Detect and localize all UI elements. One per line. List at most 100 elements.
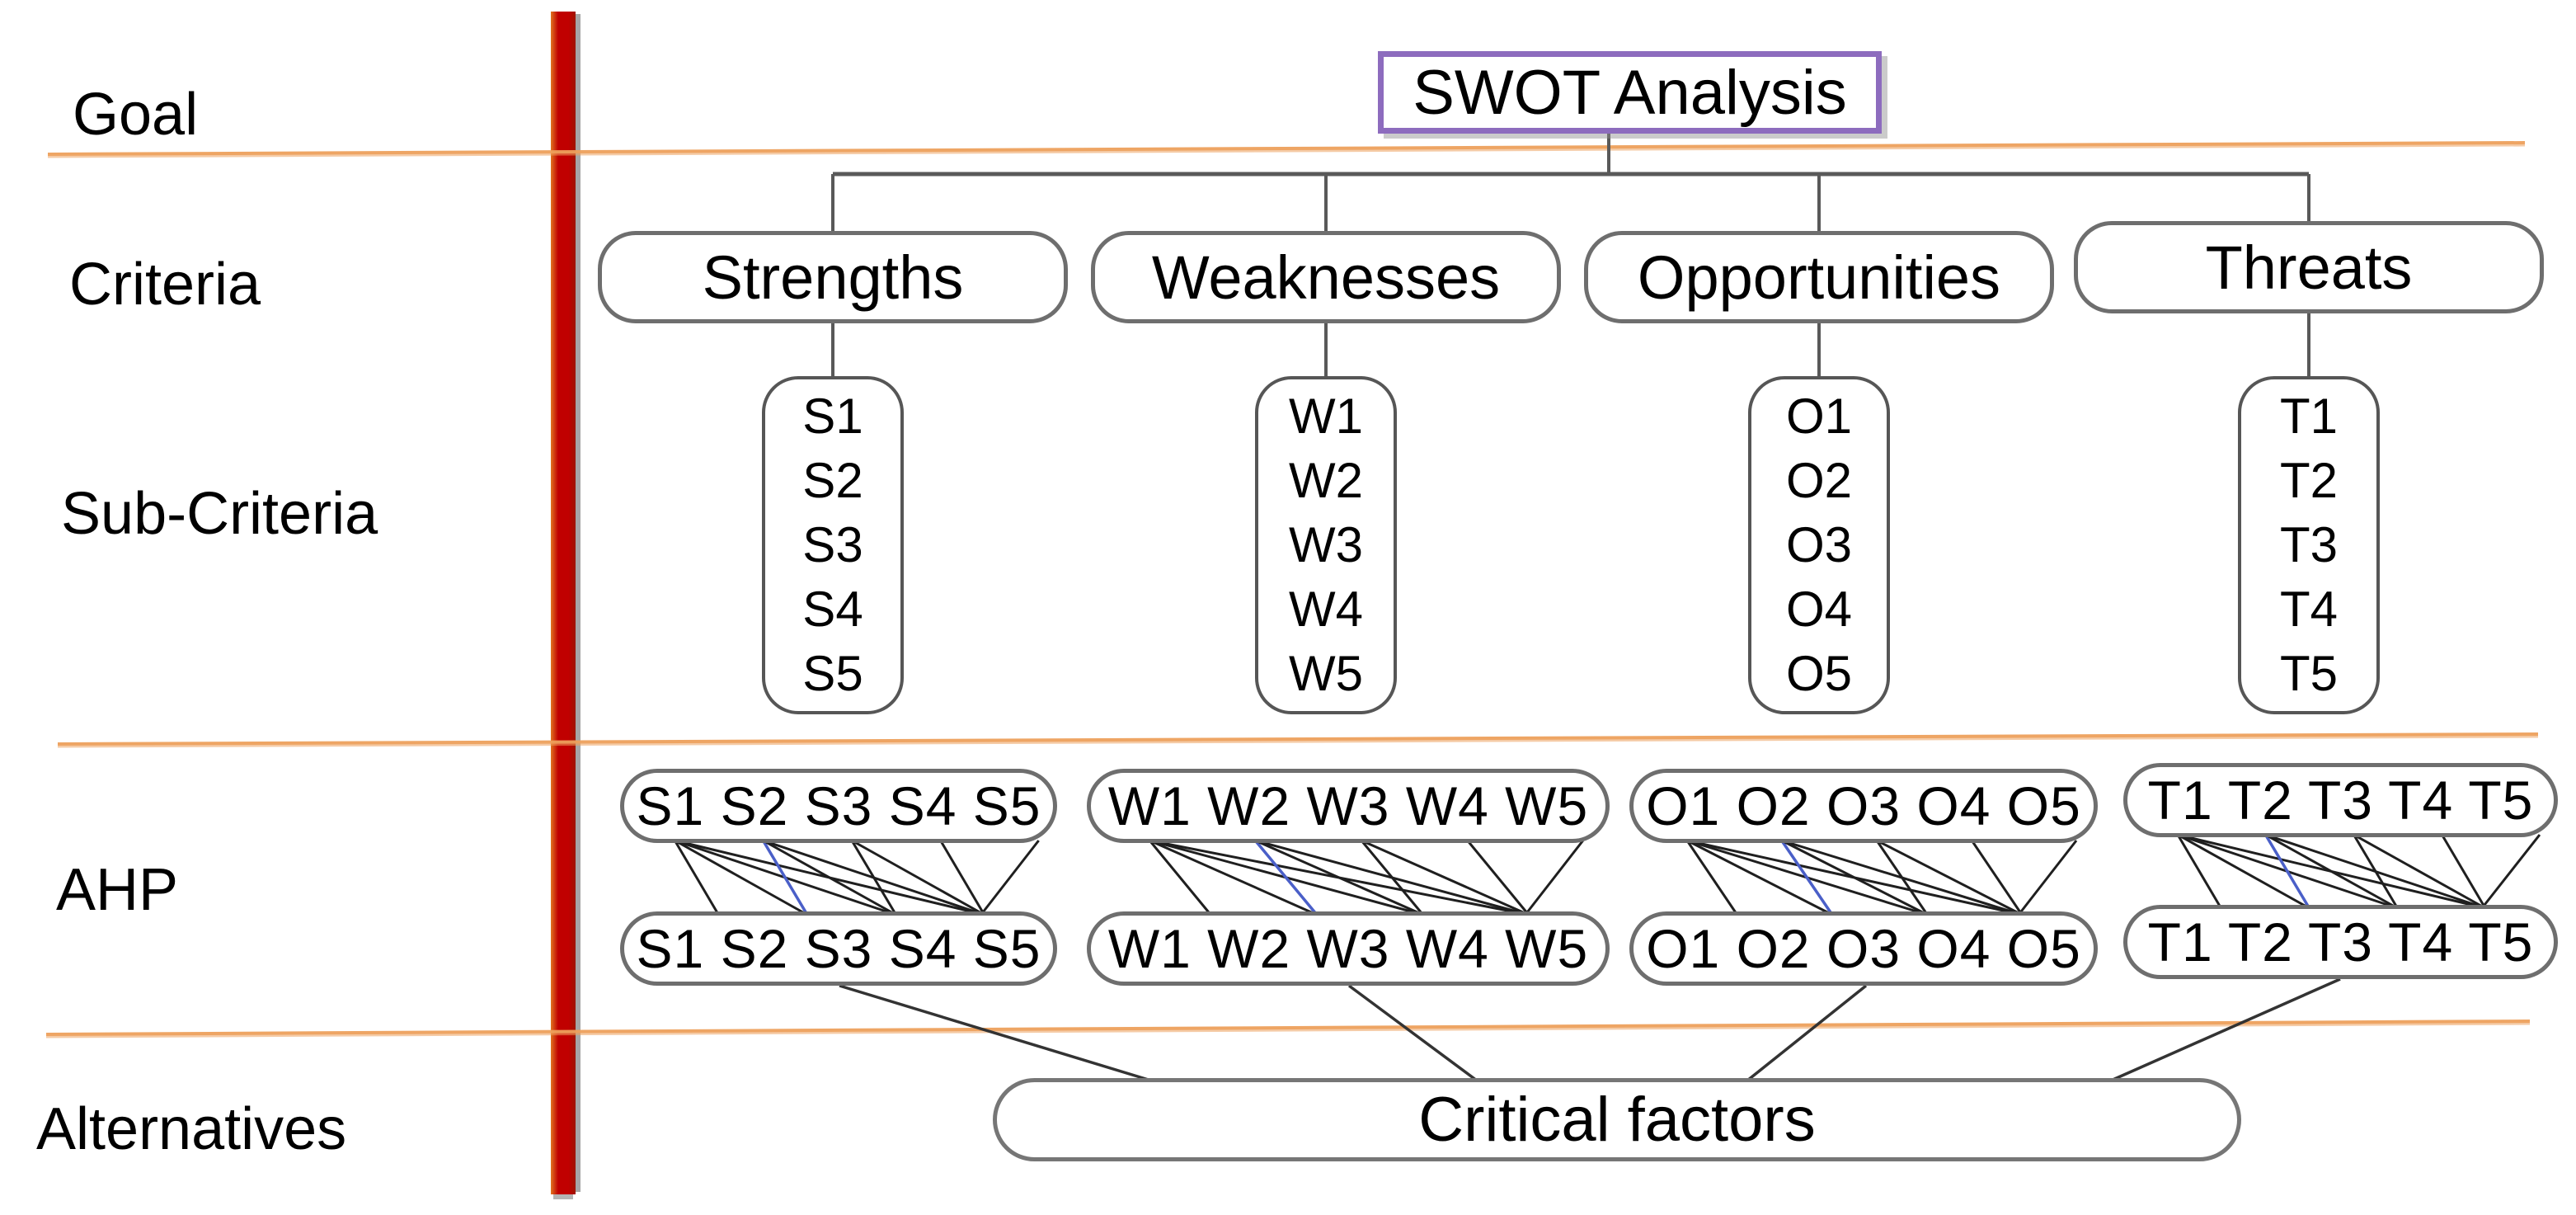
line <box>2441 834 2487 909</box>
ahp-row-label: S1 S2 S3 S4 S5 <box>636 775 1041 836</box>
sub-criterion-item: S1 <box>802 389 863 444</box>
criterion-label: Opportunities <box>1637 243 2001 312</box>
line <box>1149 839 1318 916</box>
sub-criterion-item: W2 <box>1289 453 1363 508</box>
sub-criterion-item: O4 <box>1785 582 1853 637</box>
line <box>851 839 985 916</box>
line <box>57 735 2539 748</box>
goal-node-label: SWOT Analysis <box>1413 57 1847 128</box>
line <box>762 839 897 916</box>
row-label-sub-criteria: Sub-Criteria <box>61 481 378 547</box>
criterion-label: Threats <box>2205 233 2413 302</box>
row-label-alternatives: Alternatives <box>36 1096 347 1162</box>
sub-criterion-item: W3 <box>1289 517 1363 572</box>
line <box>761 840 809 916</box>
line <box>2110 977 2341 1082</box>
line <box>1347 984 1478 1082</box>
sub-criteria-node-strengths: S1 S2 S3 S4 S5 <box>762 376 904 714</box>
criterion-node-strengths: Strengths <box>598 231 1068 323</box>
line <box>47 141 2526 156</box>
line <box>2480 834 2541 909</box>
line <box>1875 840 1929 916</box>
vertical-divider-bar <box>551 12 576 1194</box>
line <box>1971 840 2024 916</box>
sub-criterion-item: O2 <box>1785 453 1853 508</box>
line <box>1253 839 1319 916</box>
sub-criterion-item: S5 <box>802 646 863 701</box>
sub-criterion-item: W4 <box>1289 582 1363 637</box>
row-label-ahp: AHP <box>56 857 179 923</box>
sub-criterion-item: S2 <box>802 453 863 508</box>
ahp-lower-row-weaknesses: W1 W2 W3 W4 W5 <box>1087 911 1610 986</box>
sub-criterion-item: S3 <box>802 517 863 572</box>
line <box>674 839 808 916</box>
line <box>839 984 1152 1082</box>
sub-criteria-node-threats: T1 T2 T3 T4 T5 <box>2238 376 2380 714</box>
sub-criterion-item: T2 <box>2279 453 2339 508</box>
criterion-node-threats: Threats <box>2074 221 2544 313</box>
line <box>1876 839 2023 916</box>
row-label-goal: Goal <box>73 82 199 148</box>
ahp-upper-row-threats: T1 T2 T3 T4 T5 <box>2123 763 2558 837</box>
line <box>45 1020 2531 1036</box>
line <box>2264 834 2311 909</box>
ahp-lower-row-opportunities: O1 O2 O3 O4 O5 <box>1629 911 2098 986</box>
line <box>1361 839 1530 916</box>
ahp-row-label: O1 O2 O3 O4 O5 <box>1646 775 2081 836</box>
sub-criterion-item: S4 <box>802 582 863 637</box>
sub-criterion-item: T4 <box>2279 582 2339 637</box>
sub-criteria-node-weaknesses: W1 W2 W3 W4 W5 <box>1255 376 1397 714</box>
line <box>2176 834 2222 909</box>
sub-criterion-item: W5 <box>1289 646 1363 701</box>
line <box>2017 840 2078 916</box>
line <box>1685 840 1738 916</box>
line <box>1781 839 1928 916</box>
line <box>45 1022 2531 1038</box>
ahp-upper-row-weaknesses: W1 W2 W3 W4 W5 <box>1087 769 1610 843</box>
ahp-row-label: W1 W2 W3 W4 W5 <box>1107 918 1589 979</box>
line <box>674 840 720 916</box>
sub-criterion-item: T1 <box>2279 389 2339 444</box>
line <box>2353 834 2399 909</box>
line <box>2177 833 2310 910</box>
line <box>1780 840 1834 916</box>
critical-factors-label: Critical factors <box>1418 1085 1816 1155</box>
sub-criterion-item: T3 <box>2279 517 2339 572</box>
ahp-upper-row-strengths: S1 S2 S3 S4 S5 <box>620 769 1057 843</box>
critical-factors-node: Critical factors <box>993 1078 2241 1161</box>
ahp-lower-row-threats: T1 T2 T3 T4 T5 <box>2123 905 2558 979</box>
ahp-row-label: T1 T2 T3 T4 T5 <box>2147 770 2534 831</box>
sub-criterion-item: O3 <box>1785 517 1853 572</box>
line <box>1524 840 1584 916</box>
ahp-row-label: O1 O2 O3 O4 O5 <box>1646 918 2081 979</box>
ahp-row-label: W1 W2 W3 W4 W5 <box>1107 775 1589 836</box>
goal-node: SWOT Analysis <box>1378 51 1882 134</box>
line <box>850 840 897 916</box>
line <box>1466 840 1530 916</box>
sub-criteria-node-opportunities: O1 O2 O3 O4 O5 <box>1748 376 1890 714</box>
line <box>1254 839 1424 916</box>
criterion-label: Weaknesses <box>1151 243 1501 312</box>
sub-criterion-item: T5 <box>2279 646 2339 701</box>
row-label-criteria: Criteria <box>69 252 261 318</box>
line <box>1746 984 1868 1082</box>
sub-criterion-item: W1 <box>1289 389 1363 444</box>
line <box>1360 840 1424 916</box>
line <box>2353 833 2486 910</box>
line <box>47 144 2526 158</box>
line <box>1686 839 1833 916</box>
sub-criterion-item: O1 <box>1785 389 1853 444</box>
sub-criterion-item: O5 <box>1785 646 1853 701</box>
line <box>57 732 2539 746</box>
ahp-row-label: T1 T2 T3 T4 T5 <box>2147 911 2534 972</box>
criterion-node-weaknesses: Weaknesses <box>1091 231 1561 323</box>
ahp-row-label: S1 S2 S3 S4 S5 <box>636 918 1041 979</box>
ahp-upper-row-opportunities: O1 O2 O3 O4 O5 <box>1629 769 2098 843</box>
line <box>2264 833 2399 910</box>
line <box>980 840 1040 916</box>
line <box>939 840 985 916</box>
criterion-node-opportunities: Opportunities <box>1584 231 2054 323</box>
line <box>1149 840 1212 916</box>
